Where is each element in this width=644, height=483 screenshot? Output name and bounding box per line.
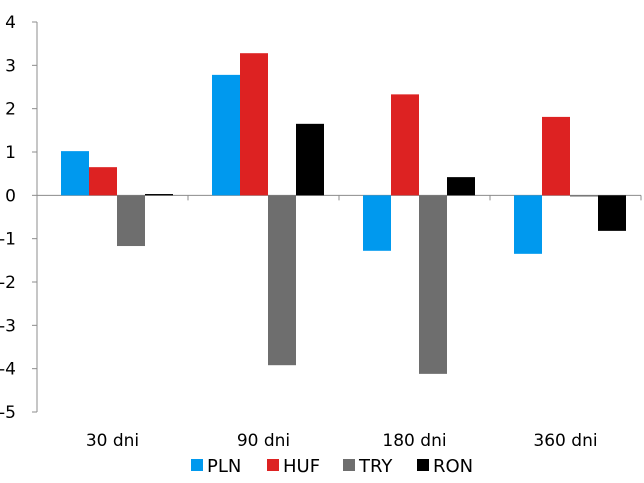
x-tick-label: 360 dni [533, 431, 597, 451]
y-tick-label: 3 [5, 56, 16, 76]
bar-try-0 [117, 195, 145, 247]
legend-label-pln: PLN [207, 456, 241, 477]
legend-label-huf: HUF [283, 456, 320, 477]
bars [61, 53, 626, 374]
y-tick-label: -1 [0, 230, 16, 250]
bar-ron-0 [145, 194, 173, 196]
x-tick-label: 90 dni [237, 431, 290, 451]
bar-pln-1 [212, 74, 240, 196]
bar-huf-2 [391, 94, 419, 196]
bar-try-1 [268, 195, 296, 366]
bar-try-3 [570, 195, 598, 197]
y-tick-label: -3 [0, 316, 16, 336]
bar-ron-2 [447, 177, 475, 196]
y-tick-label: 0 [5, 186, 16, 206]
legend-label-try: TRY [358, 456, 393, 477]
bar-huf-3 [542, 116, 570, 196]
x-tick-label: 180 dni [382, 431, 446, 451]
legend-swatch-ron [417, 459, 429, 471]
bar-pln-0 [61, 151, 89, 196]
legend-swatch-pln [191, 459, 203, 471]
bar-try-2 [419, 195, 447, 374]
bar-huf-1 [240, 53, 268, 196]
y-axis: 4 3 2 1 0 -1 -2 -3 -4 -5 [0, 13, 38, 423]
legend: PLN HUF TRY RON [191, 456, 473, 477]
bar-pln-2 [363, 195, 391, 251]
y-tick-label: 4 [5, 13, 16, 33]
y-tick-label: -4 [0, 360, 16, 380]
y-tick-label: -2 [0, 273, 16, 293]
y-tick-label: -5 [0, 403, 16, 423]
bar-ron-1 [296, 123, 324, 196]
bar-huf-0 [89, 167, 117, 196]
y-tick-label: 1 [5, 143, 16, 163]
x-tick-label: 30 dni [86, 431, 139, 451]
bar-pln-3 [514, 195, 542, 254]
legend-swatch-huf [267, 459, 279, 471]
bar-ron-3 [598, 195, 626, 231]
legend-label-ron: RON [433, 456, 473, 477]
legend-swatch-try [343, 459, 355, 471]
y-tick-label: 2 [5, 100, 16, 120]
